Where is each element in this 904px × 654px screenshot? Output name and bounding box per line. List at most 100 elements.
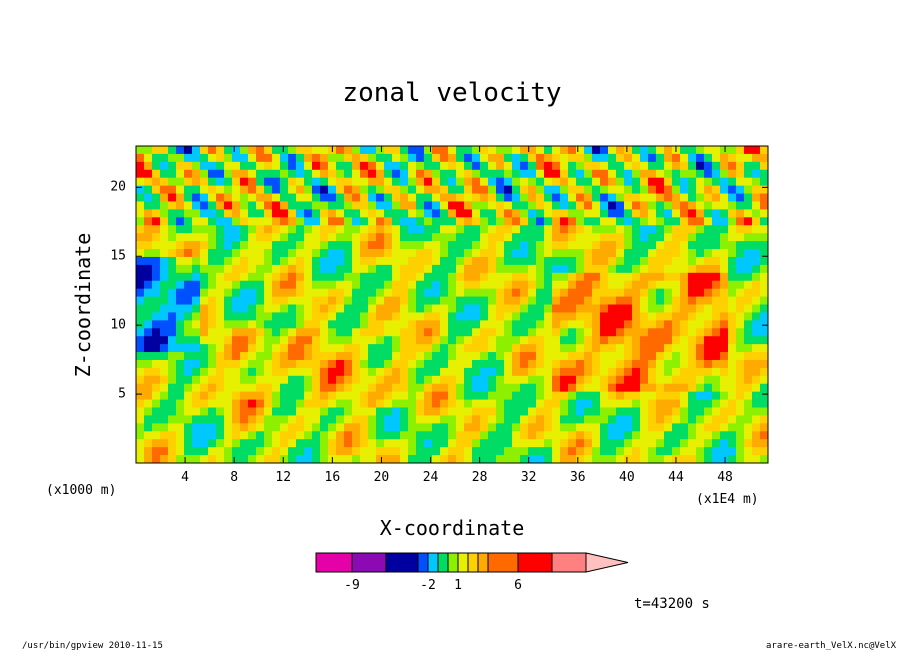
field-cell	[488, 344, 497, 353]
field-cell	[520, 336, 529, 345]
field-cell	[200, 423, 209, 432]
field-cell	[744, 399, 753, 409]
field-cell	[288, 415, 297, 424]
field-cell	[424, 256, 433, 266]
field-cell	[760, 161, 768, 171]
field-cell	[288, 153, 297, 163]
field-cell	[416, 415, 425, 424]
field-cell	[720, 336, 729, 345]
field-cell	[264, 399, 273, 409]
field-cell	[136, 288, 145, 298]
field-cell	[688, 201, 697, 210]
field-cell	[232, 233, 241, 242]
field-cell	[304, 375, 313, 385]
field-cell	[488, 288, 497, 298]
field-cell	[168, 367, 177, 377]
field-cell	[592, 367, 601, 377]
field-cell	[256, 177, 265, 187]
field-cell	[480, 439, 489, 448]
field-cell	[568, 383, 577, 393]
field-cell	[472, 233, 481, 242]
field-cell	[584, 280, 593, 290]
field-cell	[472, 312, 481, 321]
field-cell	[224, 415, 233, 424]
field-cell	[256, 296, 265, 306]
field-cell	[176, 447, 185, 456]
field-cell	[456, 201, 465, 210]
field-cell	[424, 193, 433, 203]
field-cell	[632, 423, 641, 432]
field-cell	[224, 383, 233, 393]
field-cell	[728, 241, 737, 250]
field-cell	[752, 288, 761, 298]
field-cell	[624, 146, 633, 155]
field-cell	[688, 312, 697, 321]
field-cell	[328, 367, 337, 377]
field-cell	[544, 288, 553, 298]
field-cell	[592, 352, 601, 361]
field-cell	[240, 185, 249, 195]
field-cell	[256, 161, 265, 171]
field-cell	[344, 209, 353, 218]
field-cell	[208, 399, 217, 409]
field-cell	[664, 146, 673, 155]
field-cell	[696, 264, 705, 274]
field-cell	[360, 185, 369, 195]
field-cell	[416, 320, 425, 329]
field-cell	[192, 169, 201, 179]
field-cell	[248, 296, 257, 306]
field-cell	[576, 209, 585, 218]
field-cell	[632, 328, 641, 337]
field-cell	[672, 359, 681, 369]
field-cell	[336, 185, 345, 195]
field-cell	[584, 185, 593, 195]
field-cell	[528, 304, 537, 314]
field-cell	[608, 431, 617, 440]
field-cell	[216, 185, 225, 195]
field-cell	[688, 328, 697, 337]
field-cell	[288, 431, 297, 440]
field-cell	[560, 328, 569, 337]
field-cell	[584, 320, 593, 329]
field-cell	[512, 146, 521, 155]
field-cell	[216, 241, 225, 250]
field-cell	[744, 344, 753, 353]
field-cell	[440, 225, 449, 234]
field-cell	[504, 185, 513, 195]
field-cell	[624, 217, 633, 226]
field-cell	[144, 288, 153, 298]
field-cell	[696, 201, 705, 210]
field-cell	[624, 359, 633, 369]
field-cell	[224, 352, 233, 361]
field-cell	[560, 439, 569, 448]
field-cell	[744, 359, 753, 369]
field-cell	[472, 217, 481, 226]
field-cell	[248, 383, 257, 393]
field-cell	[328, 391, 337, 401]
field-cell	[512, 201, 521, 210]
field-cell	[752, 217, 761, 226]
field-cell	[200, 249, 209, 258]
field-cell	[320, 312, 329, 321]
field-cell	[688, 423, 697, 432]
field-cell	[264, 209, 273, 218]
field-cell	[680, 280, 689, 290]
field-cell	[440, 169, 449, 179]
field-cell	[512, 256, 521, 266]
field-cell	[304, 185, 313, 195]
field-cell	[472, 225, 481, 234]
field-cell	[608, 256, 617, 266]
field-cell	[424, 169, 433, 179]
field-cell	[240, 280, 249, 290]
field-cell	[168, 328, 177, 337]
field-cell	[576, 233, 585, 242]
field-cell	[656, 375, 665, 385]
field-cell	[352, 217, 361, 226]
field-cell	[440, 209, 449, 218]
field-cell	[560, 153, 569, 163]
field-cell	[536, 169, 545, 179]
field-cell	[552, 177, 561, 187]
field-cell	[304, 312, 313, 321]
field-cell	[168, 415, 177, 424]
field-cell	[528, 209, 537, 218]
